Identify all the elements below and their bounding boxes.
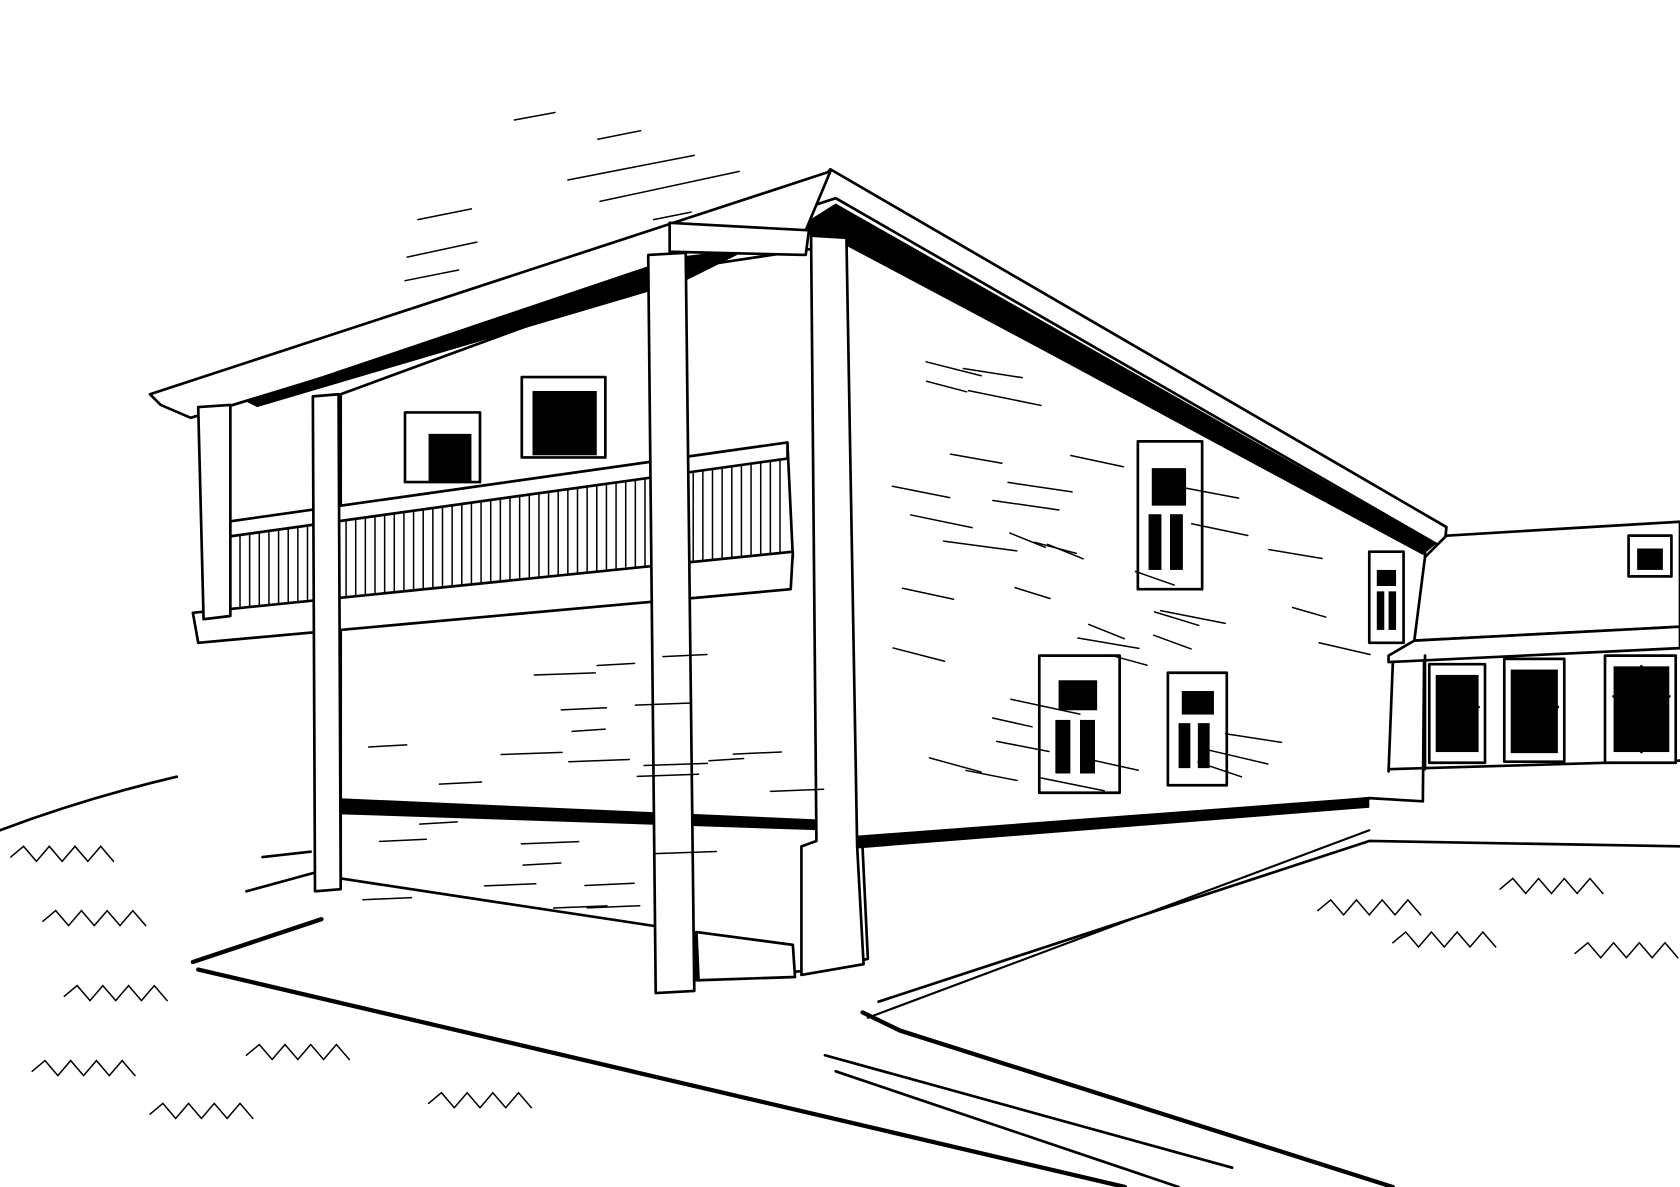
siding-stroke <box>891 485 951 499</box>
balcony-window-1-glass <box>428 433 472 483</box>
base-band-left <box>337 798 820 831</box>
grass-tuft <box>1499 877 1604 895</box>
balcony-floor-beam <box>191 550 795 645</box>
ground-lines <box>0 775 1680 1187</box>
siding-stroke <box>1318 641 1371 656</box>
grass-tuft <box>31 1059 136 1077</box>
siding-stroke <box>1109 654 1148 666</box>
grass-tuft <box>427 1091 533 1109</box>
roof-shadow-left <box>246 248 750 408</box>
grass-tuft <box>245 1043 351 1061</box>
siding-stroke <box>1291 606 1327 618</box>
siding-stroke <box>942 540 1018 552</box>
siding-stroke <box>1224 732 1283 744</box>
siding-stroke <box>1086 758 1139 771</box>
roof-corner-beam <box>668 221 811 257</box>
siding-stroke <box>995 740 1050 753</box>
siding-stroke <box>636 773 700 778</box>
right-wall-windows <box>1037 440 1405 795</box>
siding-stroke <box>662 653 708 658</box>
grass-tuft <box>1574 941 1679 959</box>
siding-stroke <box>1010 698 1081 715</box>
siding-stroke <box>1206 749 1269 765</box>
siding-stroke <box>769 788 825 793</box>
siding-stroke <box>1034 541 1078 555</box>
siding-stroke <box>552 905 608 909</box>
siding-stroke <box>500 751 563 756</box>
siding-stroke <box>1134 570 1175 586</box>
siding-stroke <box>1152 634 1192 650</box>
grass-tuft <box>1392 930 1497 949</box>
siding-stroke <box>438 781 483 785</box>
background-building <box>1387 520 1680 773</box>
grass-tuft <box>149 1102 254 1120</box>
siding-stroke <box>909 514 973 529</box>
siding-stroke <box>418 821 458 825</box>
siding-stroke <box>967 389 1042 407</box>
siding-stroke <box>483 882 537 887</box>
siding-stroke <box>533 672 597 676</box>
siding-stroke <box>1159 609 1227 625</box>
siding-stroke <box>992 499 1060 511</box>
siding-stroke <box>520 840 580 845</box>
siding-stroke <box>925 380 968 393</box>
siding-stroke <box>634 702 693 706</box>
siding-stroke <box>1040 777 1105 792</box>
grass-tuft <box>42 909 147 927</box>
grass-tuft <box>9 845 115 863</box>
left-post-upper <box>196 403 232 621</box>
grass-tuft <box>63 984 168 1002</box>
step-block <box>695 930 797 982</box>
siding-stroke <box>1267 548 1323 560</box>
siding-stroke <box>1007 481 1073 493</box>
siding-stroke <box>584 882 635 887</box>
siding-stroke <box>1014 586 1051 600</box>
siding-stroke <box>1197 761 1243 778</box>
siding-stroke <box>928 757 982 773</box>
siding-stroke <box>367 744 408 748</box>
sky-hatch-strokes <box>404 111 741 282</box>
siding-stroke <box>522 862 562 866</box>
siding-stroke <box>732 751 783 755</box>
siding-stroke <box>1184 487 1240 499</box>
siding-stroke <box>571 728 606 733</box>
siding-stroke <box>362 896 413 901</box>
siding-stroke <box>1077 637 1140 650</box>
siding-stroke <box>568 758 631 763</box>
middle-post <box>311 392 343 893</box>
siding-stroke <box>1087 623 1125 640</box>
balcony-window-2-glass <box>532 391 597 456</box>
siding-stroke <box>962 367 1023 379</box>
grass-tuft <box>1317 898 1422 917</box>
siding-stroke <box>892 647 946 663</box>
siding-stroke <box>586 905 641 909</box>
siding-stroke <box>378 838 428 843</box>
siding-stroke <box>991 717 1033 728</box>
siding-stroke <box>965 769 1018 782</box>
siding-stroke <box>708 757 745 762</box>
siding-stroke <box>949 453 1003 465</box>
siding-stroke <box>560 707 608 711</box>
siding-stroke <box>1009 532 1047 549</box>
siding-stroke <box>654 850 718 855</box>
siding-stroke <box>901 587 955 601</box>
roof-shadow-right <box>792 203 1436 555</box>
grass-scribbles <box>9 845 1679 1120</box>
wall-siding-strokes <box>362 361 1371 909</box>
siding-stroke <box>925 361 983 377</box>
siding-stroke <box>1153 611 1200 627</box>
siding-stroke <box>596 662 636 667</box>
front-pillar <box>646 251 696 995</box>
siding-stroke <box>1070 454 1125 468</box>
base-band-right <box>857 797 1370 849</box>
siding-stroke <box>1190 523 1249 537</box>
siding-stroke <box>643 762 709 767</box>
